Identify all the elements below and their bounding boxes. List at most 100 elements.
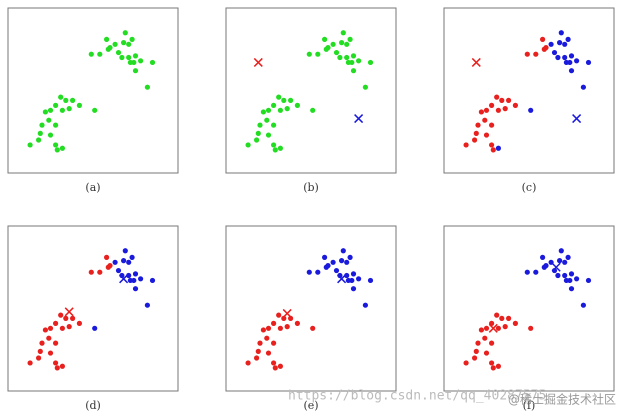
point — [121, 40, 127, 46]
point — [306, 269, 312, 275]
point — [350, 271, 357, 277]
point — [495, 107, 501, 113]
point — [557, 40, 563, 46]
caption: (c) — [522, 181, 537, 194]
point — [127, 277, 133, 284]
point — [499, 315, 505, 321]
point — [254, 355, 260, 361]
centroid — [64, 307, 74, 317]
point — [42, 327, 49, 333]
point — [277, 363, 283, 369]
point — [59, 145, 65, 151]
point — [36, 355, 42, 361]
caption: (d) — [85, 399, 101, 412]
point — [39, 340, 45, 346]
point — [340, 248, 346, 254]
point — [288, 315, 294, 321]
point — [463, 360, 469, 366]
point — [255, 130, 261, 136]
point — [97, 269, 103, 275]
caption: (b) — [303, 181, 319, 194]
panel: (a) — [7, 7, 179, 194]
centroid — [354, 114, 364, 124]
point — [495, 325, 501, 331]
watermark-url: https://blog.csdn.net/qq_40287575 — [288, 389, 546, 404]
point — [475, 122, 481, 128]
point — [112, 259, 118, 265]
point — [482, 335, 488, 341]
point — [568, 53, 575, 59]
point — [350, 286, 357, 292]
point — [585, 277, 592, 284]
point — [271, 340, 277, 346]
point — [76, 320, 82, 326]
point — [294, 102, 300, 108]
point — [104, 36, 110, 42]
point — [494, 94, 500, 100]
point — [495, 363, 501, 369]
point — [281, 97, 287, 103]
point — [315, 51, 321, 57]
point — [347, 254, 353, 260]
point — [66, 106, 72, 112]
point — [490, 365, 496, 371]
point — [284, 324, 290, 330]
point — [271, 142, 277, 148]
point — [512, 102, 519, 108]
point — [132, 68, 139, 74]
point — [46, 335, 52, 341]
point — [281, 315, 287, 321]
point — [489, 340, 495, 346]
point — [558, 248, 564, 254]
point — [265, 132, 272, 138]
centroid — [119, 274, 129, 284]
point — [350, 68, 357, 74]
point — [105, 46, 111, 52]
point — [502, 106, 508, 112]
point — [126, 41, 132, 47]
point — [264, 117, 270, 123]
point — [245, 142, 251, 148]
point — [347, 36, 353, 42]
point — [27, 142, 33, 148]
point — [294, 320, 300, 326]
point — [344, 259, 350, 265]
point — [356, 276, 362, 282]
point — [129, 254, 135, 260]
panel-frame — [443, 7, 615, 174]
point — [129, 36, 135, 42]
point — [344, 41, 350, 47]
point — [53, 102, 59, 108]
point — [333, 267, 340, 274]
point — [362, 84, 368, 90]
point — [558, 30, 564, 36]
point — [315, 269, 321, 275]
point — [475, 340, 481, 346]
point — [127, 59, 133, 66]
centroid — [488, 323, 498, 333]
point — [59, 107, 65, 113]
point — [478, 109, 484, 115]
point — [489, 102, 495, 108]
point — [277, 145, 283, 151]
point — [541, 46, 547, 52]
point — [562, 41, 568, 47]
point — [105, 264, 111, 270]
point — [255, 348, 261, 354]
point — [59, 363, 65, 369]
point — [63, 315, 69, 321]
point — [512, 320, 519, 326]
point — [540, 36, 546, 42]
centroid — [253, 57, 263, 67]
point — [506, 315, 512, 321]
caption: (e) — [303, 399, 318, 412]
point — [54, 147, 60, 153]
point — [562, 54, 568, 61]
point — [483, 350, 490, 356]
point — [254, 137, 260, 143]
panel: (b) — [225, 7, 397, 194]
point — [37, 130, 43, 136]
point — [132, 271, 139, 277]
point — [88, 269, 94, 275]
